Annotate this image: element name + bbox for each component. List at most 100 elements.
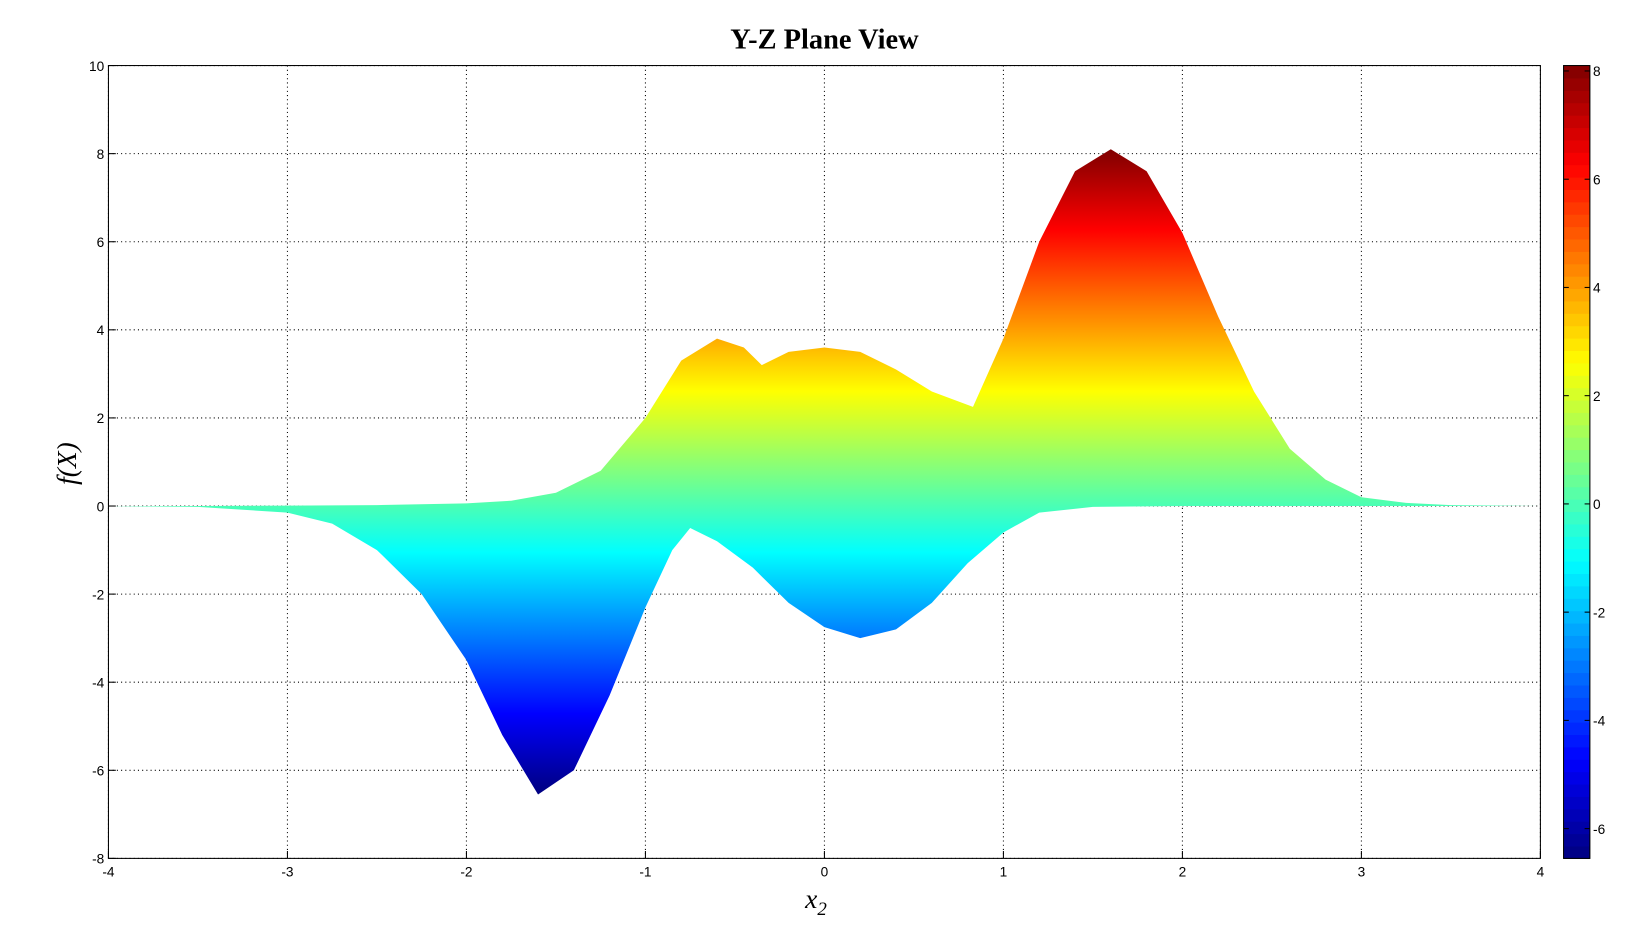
colorbar-tick-label: 8	[1593, 64, 1601, 79]
colorbar-segment	[1563, 722, 1590, 736]
colorbar-segment	[1563, 759, 1590, 773]
x-tick-label: -3	[281, 864, 293, 879]
colorbar-segment	[1563, 338, 1590, 352]
x-tick-label: 3	[1358, 864, 1366, 879]
x-tick-label: -1	[639, 864, 651, 879]
colorbar-segment	[1563, 474, 1590, 488]
colorbar-segment	[1563, 387, 1590, 401]
colorbar-segment	[1563, 350, 1590, 364]
colorbar-segment	[1563, 846, 1590, 859]
colorbar-segment	[1563, 77, 1590, 91]
x-tick-label: -2	[460, 864, 472, 879]
colorbar-segment	[1563, 214, 1590, 228]
colorbar-segment	[1563, 412, 1590, 426]
colorbar-segment	[1563, 672, 1590, 686]
colorbar-segment	[1563, 771, 1590, 785]
colorbar-segment	[1563, 65, 1590, 79]
y-tick-label: -2	[92, 587, 104, 602]
colorbar-segment	[1563, 647, 1590, 661]
colorbar-segment	[1563, 313, 1590, 327]
colorbar-segment	[1563, 598, 1590, 612]
colorbar-segment	[1563, 152, 1590, 166]
colorbar-frame	[1563, 65, 1591, 859]
colorbar-segment	[1563, 660, 1590, 674]
colorbar-segment	[1563, 300, 1590, 314]
colorbar-segment	[1563, 238, 1590, 252]
colorbar-segment	[1563, 573, 1590, 587]
colorbar-segment	[1563, 400, 1590, 413]
x-axis-label: x2	[804, 884, 827, 920]
colorbar-segment	[1563, 746, 1590, 760]
colorbar-segment	[1563, 585, 1590, 599]
colorbar-segment	[1563, 325, 1590, 339]
colorbar-tick-label: 6	[1593, 172, 1601, 187]
colorbar-segment	[1563, 808, 1590, 822]
x-tick-label: 4	[1537, 864, 1545, 879]
colorbar-segment	[1563, 437, 1590, 451]
y-tick-label: 10	[89, 59, 105, 74]
colorbar-tick-label: 4	[1593, 281, 1601, 296]
colorbar-segment	[1563, 424, 1590, 438]
colorbar-segment	[1563, 623, 1590, 636]
colorbar-segment	[1563, 375, 1590, 389]
y-tick-label: -4	[92, 675, 105, 690]
colorbar-tick-label: -4	[1593, 714, 1606, 729]
colorbar-segment	[1563, 102, 1590, 116]
colorbar-segment	[1563, 548, 1590, 562]
y-tick-label: 2	[97, 411, 105, 426]
colorbar-segment	[1563, 511, 1590, 525]
chart-title: Y-Z Plane View	[730, 25, 919, 56]
colorbar-segment	[1563, 610, 1590, 624]
envelope-area	[108, 149, 1541, 795]
colorbar-segment	[1563, 288, 1590, 302]
y-axis-label: f(X)	[52, 442, 82, 485]
x-tick-label: -4	[102, 864, 115, 879]
colorbar-segment	[1563, 226, 1590, 240]
colorbar-segment	[1563, 127, 1590, 141]
colorbar-segment	[1563, 90, 1590, 104]
colorbar-segment	[1563, 536, 1590, 550]
colorbar-segment	[1563, 784, 1590, 797]
colorbar-segment	[1563, 709, 1590, 723]
colorbar-segment	[1563, 164, 1590, 178]
colorbar-segment	[1563, 635, 1590, 649]
y-tick-label: 6	[97, 235, 105, 250]
y-ticks: -8 -6 -4 -2 0 2 4 6 8 10	[89, 59, 116, 867]
colorbar-segment	[1563, 115, 1590, 129]
colorbar-segment	[1563, 796, 1590, 810]
x-tick-label: 1	[1000, 864, 1008, 879]
colorbar-segment	[1563, 177, 1590, 190]
colorbar-segment	[1563, 821, 1590, 835]
colorbar-segment	[1563, 362, 1590, 376]
x-ticks: -4 -3 -2 -1 0 1 2 3 4	[102, 851, 1545, 879]
colorbar-segment	[1563, 697, 1590, 711]
y-tick-label: -8	[92, 852, 105, 867]
colorbar-segment	[1563, 276, 1590, 290]
colorbar-segment	[1563, 461, 1590, 475]
x-tick-label: 2	[1179, 864, 1187, 879]
y-tick-label: 8	[97, 147, 105, 162]
y-tick-label: 0	[97, 499, 105, 514]
colorbar-segment	[1563, 139, 1590, 153]
colorbar: -6 -4 -2 0 2 4 6 8	[1563, 64, 1606, 859]
colorbar-tick-label: -6	[1593, 822, 1605, 837]
colorbar-segment	[1563, 561, 1590, 574]
colorbar-segment	[1563, 201, 1590, 215]
colorbar-segment	[1563, 833, 1590, 847]
colorbar-segment	[1563, 499, 1590, 513]
colorbar-segment	[1563, 486, 1590, 500]
colorbar-tick-label: 2	[1593, 389, 1601, 404]
colorbar-segment	[1563, 263, 1590, 277]
colorbar-segment	[1563, 251, 1590, 265]
colorbar-segment	[1563, 734, 1590, 748]
colorbar-segment	[1563, 449, 1590, 463]
y-tick-label: -6	[92, 764, 104, 779]
colorbar-segment	[1563, 189, 1590, 203]
colorbar-tick-label: 0	[1593, 497, 1601, 512]
colorbar-segment	[1563, 684, 1590, 698]
colorbar-segment	[1563, 523, 1590, 537]
x-tick-label: 0	[821, 864, 829, 879]
colorbar-tick-label: -2	[1593, 605, 1605, 620]
